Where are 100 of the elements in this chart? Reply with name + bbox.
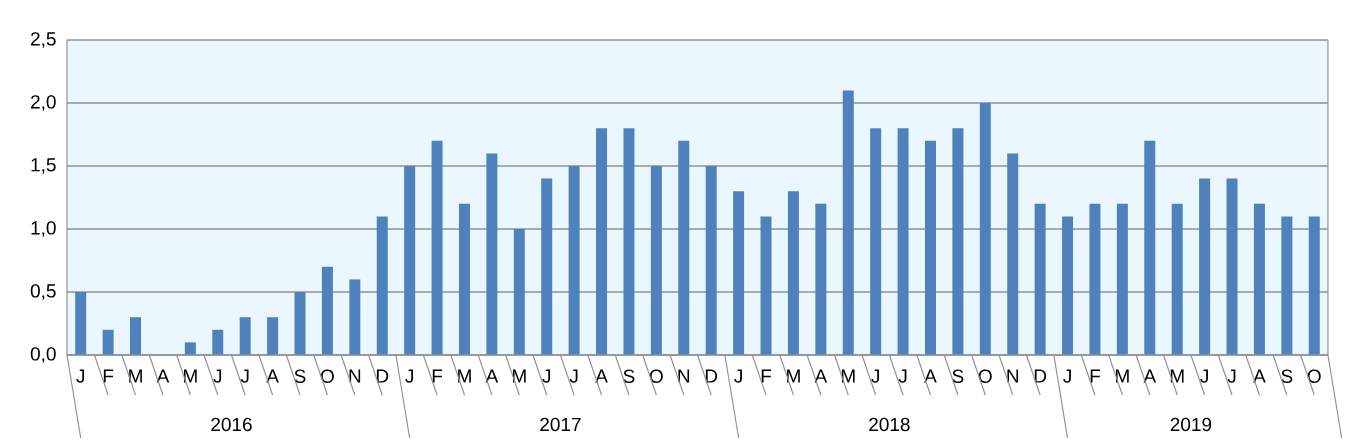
- bar: [623, 128, 635, 355]
- bar: [102, 329, 114, 355]
- bar: [897, 128, 909, 355]
- x-tick-label: M: [841, 369, 855, 383]
- bar: [705, 166, 717, 355]
- x-tick-label: J: [734, 369, 742, 383]
- bar: [1007, 153, 1019, 355]
- x-tick-label: N: [1007, 369, 1019, 383]
- y-tick-label: 1,5: [31, 158, 56, 174]
- bar: [239, 317, 251, 355]
- x-tick-label: J: [871, 369, 879, 383]
- bar: [842, 90, 854, 355]
- x-tick-label: J: [1227, 369, 1236, 383]
- x-tick-label: J: [569, 369, 578, 383]
- bar: [952, 128, 964, 355]
- x-tick-label: A: [266, 369, 279, 383]
- bar: [513, 229, 525, 355]
- x-tick-label: M: [787, 369, 800, 383]
- x-tick-label: F: [432, 369, 443, 383]
- bar: [650, 166, 662, 355]
- text: 2016: [211, 417, 252, 432]
- x-tick-label: O: [1307, 369, 1321, 383]
- bar: [349, 279, 361, 355]
- x-tick-label: N: [349, 369, 361, 383]
- bar: [1253, 203, 1265, 355]
- bar: [924, 140, 936, 355]
- text: 2017: [540, 417, 581, 432]
- x-tick-label: J: [542, 369, 551, 383]
- text: 2018: [869, 417, 910, 432]
- x-tick-label: M: [1116, 369, 1129, 383]
- bar: [733, 191, 745, 355]
- y-tick-label: 1,0: [31, 221, 56, 237]
- y-tick-label: 2,0: [31, 95, 56, 111]
- y-tick-label: 2,5: [31, 32, 56, 48]
- x-tick-label: F: [761, 369, 772, 383]
- x-tick-label: A: [1143, 369, 1157, 383]
- x-tick-label: A: [814, 369, 828, 383]
- x-tick-label: J: [1063, 369, 1071, 383]
- x-tick-label: A: [156, 369, 170, 383]
- bar: [979, 103, 991, 355]
- x-tick-label: A: [1253, 369, 1266, 383]
- bar: [431, 140, 443, 355]
- x-tick-label: O: [649, 369, 663, 383]
- bar: [568, 166, 580, 355]
- bar: [184, 342, 196, 355]
- bar: [1144, 140, 1156, 355]
- bar: [1226, 178, 1238, 355]
- x-tick-label: F: [1090, 369, 1100, 383]
- bar: [787, 191, 799, 355]
- x-tick-label: A: [924, 369, 937, 383]
- x-tick-label: S: [294, 369, 306, 383]
- bar: [267, 317, 279, 355]
- bar: [486, 153, 498, 355]
- x-tick-label: M: [1170, 369, 1184, 383]
- text: 2019: [1170, 417, 1212, 432]
- bar: [321, 266, 333, 355]
- x-tick-label: M: [458, 369, 471, 383]
- bar: [404, 166, 416, 355]
- x-tick-label: J: [213, 369, 222, 383]
- bar: [212, 329, 224, 355]
- x-tick-label: N: [678, 369, 690, 383]
- bar: [376, 216, 388, 355]
- x-tick-label: M: [129, 369, 142, 383]
- x-tick-label: A: [485, 369, 499, 383]
- bar: [1116, 203, 1128, 355]
- y-tick-label: 0,5: [30, 284, 56, 300]
- bar: [458, 203, 470, 355]
- x-tick-label: J: [898, 369, 907, 383]
- bar: [75, 292, 87, 355]
- bar: [1308, 216, 1320, 355]
- x-tick-label: J: [1200, 369, 1208, 383]
- x-tick-label: J: [76, 369, 85, 383]
- bar: [596, 128, 608, 355]
- x-tick-label: S: [1281, 369, 1293, 383]
- bar: [760, 216, 772, 355]
- x-tick-label: O: [978, 369, 992, 383]
- y-tick-label: 0,0: [30, 347, 56, 363]
- bar: [815, 203, 827, 355]
- bar: [294, 292, 306, 355]
- x-tick-label: A: [595, 369, 608, 383]
- bar: [130, 317, 142, 355]
- x-tick-label: O: [320, 369, 334, 383]
- x-tick-label: M: [184, 369, 197, 383]
- x-tick-label: J: [405, 369, 413, 383]
- x-tick-label: S: [623, 369, 635, 383]
- x-tick-label: M: [512, 369, 526, 383]
- bar: [1281, 216, 1293, 355]
- x-tick-label: D: [376, 369, 389, 383]
- bar: [1171, 203, 1183, 355]
- bar: [678, 140, 690, 355]
- x-tick-label: D: [1034, 369, 1047, 383]
- bar: [1089, 203, 1101, 355]
- bar: [1199, 178, 1211, 355]
- x-tick-label: J: [240, 369, 249, 383]
- bar: [870, 128, 882, 355]
- x-tick-label: D: [705, 369, 718, 383]
- bar: [1034, 203, 1046, 355]
- bar: [1062, 216, 1074, 355]
- x-tick-label: F: [103, 369, 114, 383]
- bar: [541, 178, 553, 355]
